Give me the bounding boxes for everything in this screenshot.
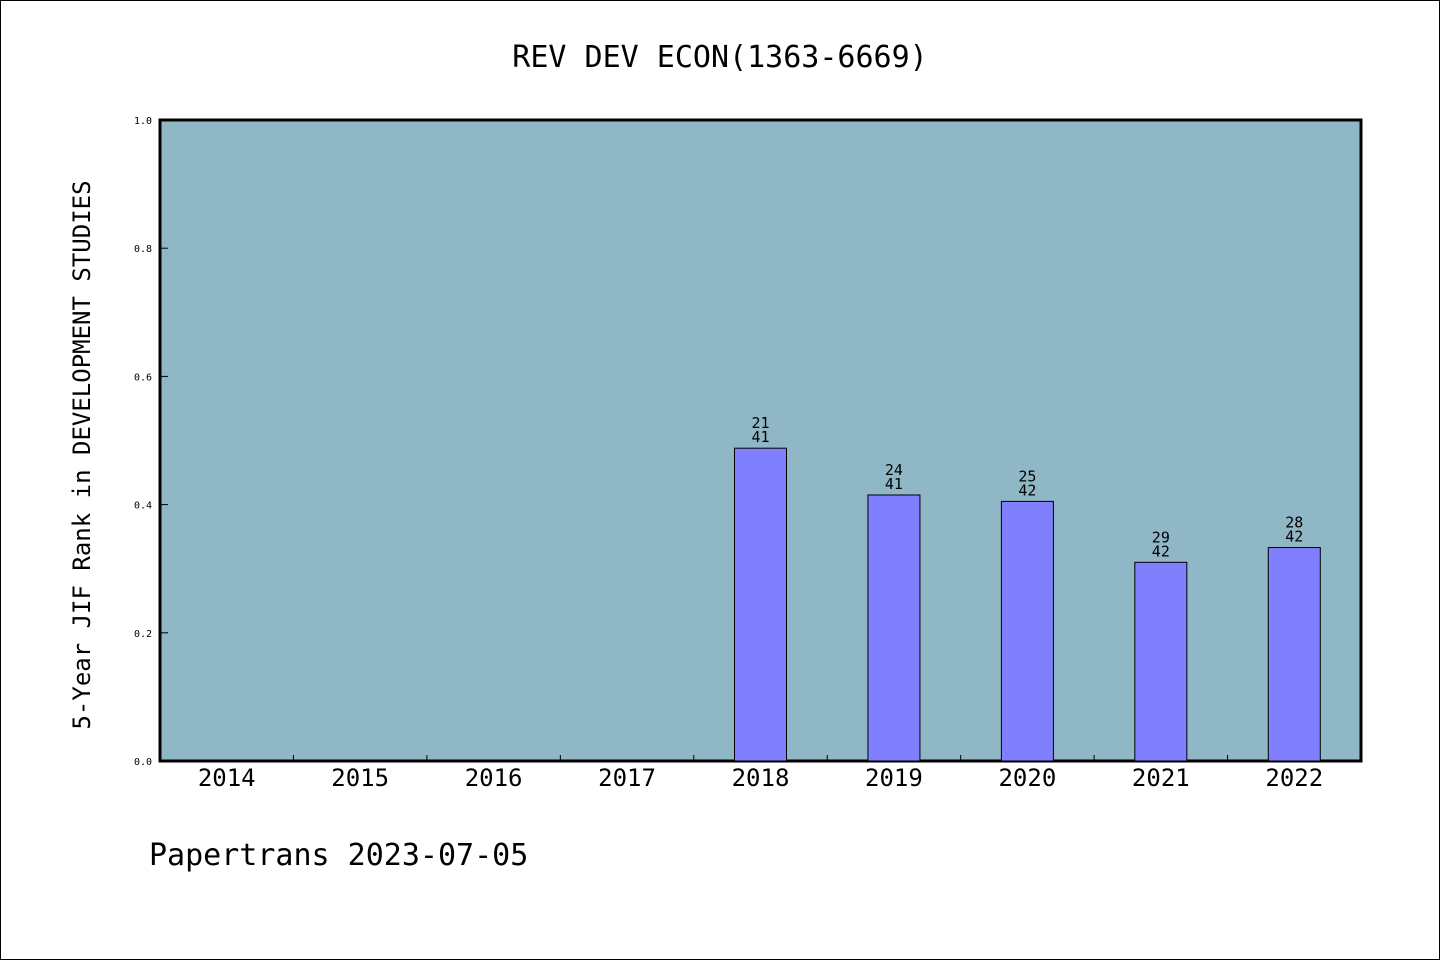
bar-label-rank: 21: [751, 414, 769, 432]
y-tick-label: 0.0: [134, 757, 152, 768]
y-tick-label: 0.6: [134, 372, 152, 383]
bar-label-rank: 24: [885, 461, 903, 479]
x-tick-label: 2016: [465, 764, 523, 792]
y-ticks-group: 0.0 0.2 0.4 0.6 0.8 1.0: [134, 116, 168, 768]
x-ticks-group: 2014 2015 2016 2017 2018 2019 2020 2021 2022: [198, 755, 1323, 792]
x-tick-label: 2018: [732, 764, 790, 792]
x-tick-label: 2020: [998, 764, 1056, 792]
bar: [1000, 500, 1054, 762]
bar-label-total: 42: [1018, 481, 1036, 499]
bar: [1267, 547, 1321, 762]
chart-title: REV DEV ECON(1363-6669): [512, 40, 927, 75]
bar-label-total: 42: [1152, 542, 1170, 560]
y-tick-label: 0.4: [134, 501, 152, 512]
bar: [1134, 561, 1188, 762]
y-axis-label: 5-Year JIF Rank in DEVELOPMENT STUDIES: [68, 180, 96, 729]
x-tick-label: 2019: [865, 764, 923, 792]
y-tick-label: 0.2: [134, 629, 152, 640]
y-tick-label: 1.0: [134, 116, 152, 127]
bar-label-total: 41: [751, 428, 769, 446]
bar-label-rank: 28: [1285, 514, 1303, 532]
x-tick-label: 2017: [598, 764, 656, 792]
bar-label-total: 42: [1285, 528, 1303, 546]
x-tick-label: 2014: [198, 764, 256, 792]
x-tick-label: 2015: [331, 764, 389, 792]
x-tick-label: 2021: [1132, 764, 1190, 792]
bar-label-rank: 29: [1152, 528, 1170, 546]
footer-text: Papertrans 2023-07-05: [149, 838, 528, 873]
bar-label-total: 41: [885, 475, 903, 493]
bar: [867, 494, 921, 762]
x-tick-label: 2022: [1265, 764, 1323, 792]
bar: [734, 447, 787, 762]
y-tick-label: 0.8: [134, 244, 152, 255]
bar-label-rank: 25: [1018, 467, 1036, 485]
